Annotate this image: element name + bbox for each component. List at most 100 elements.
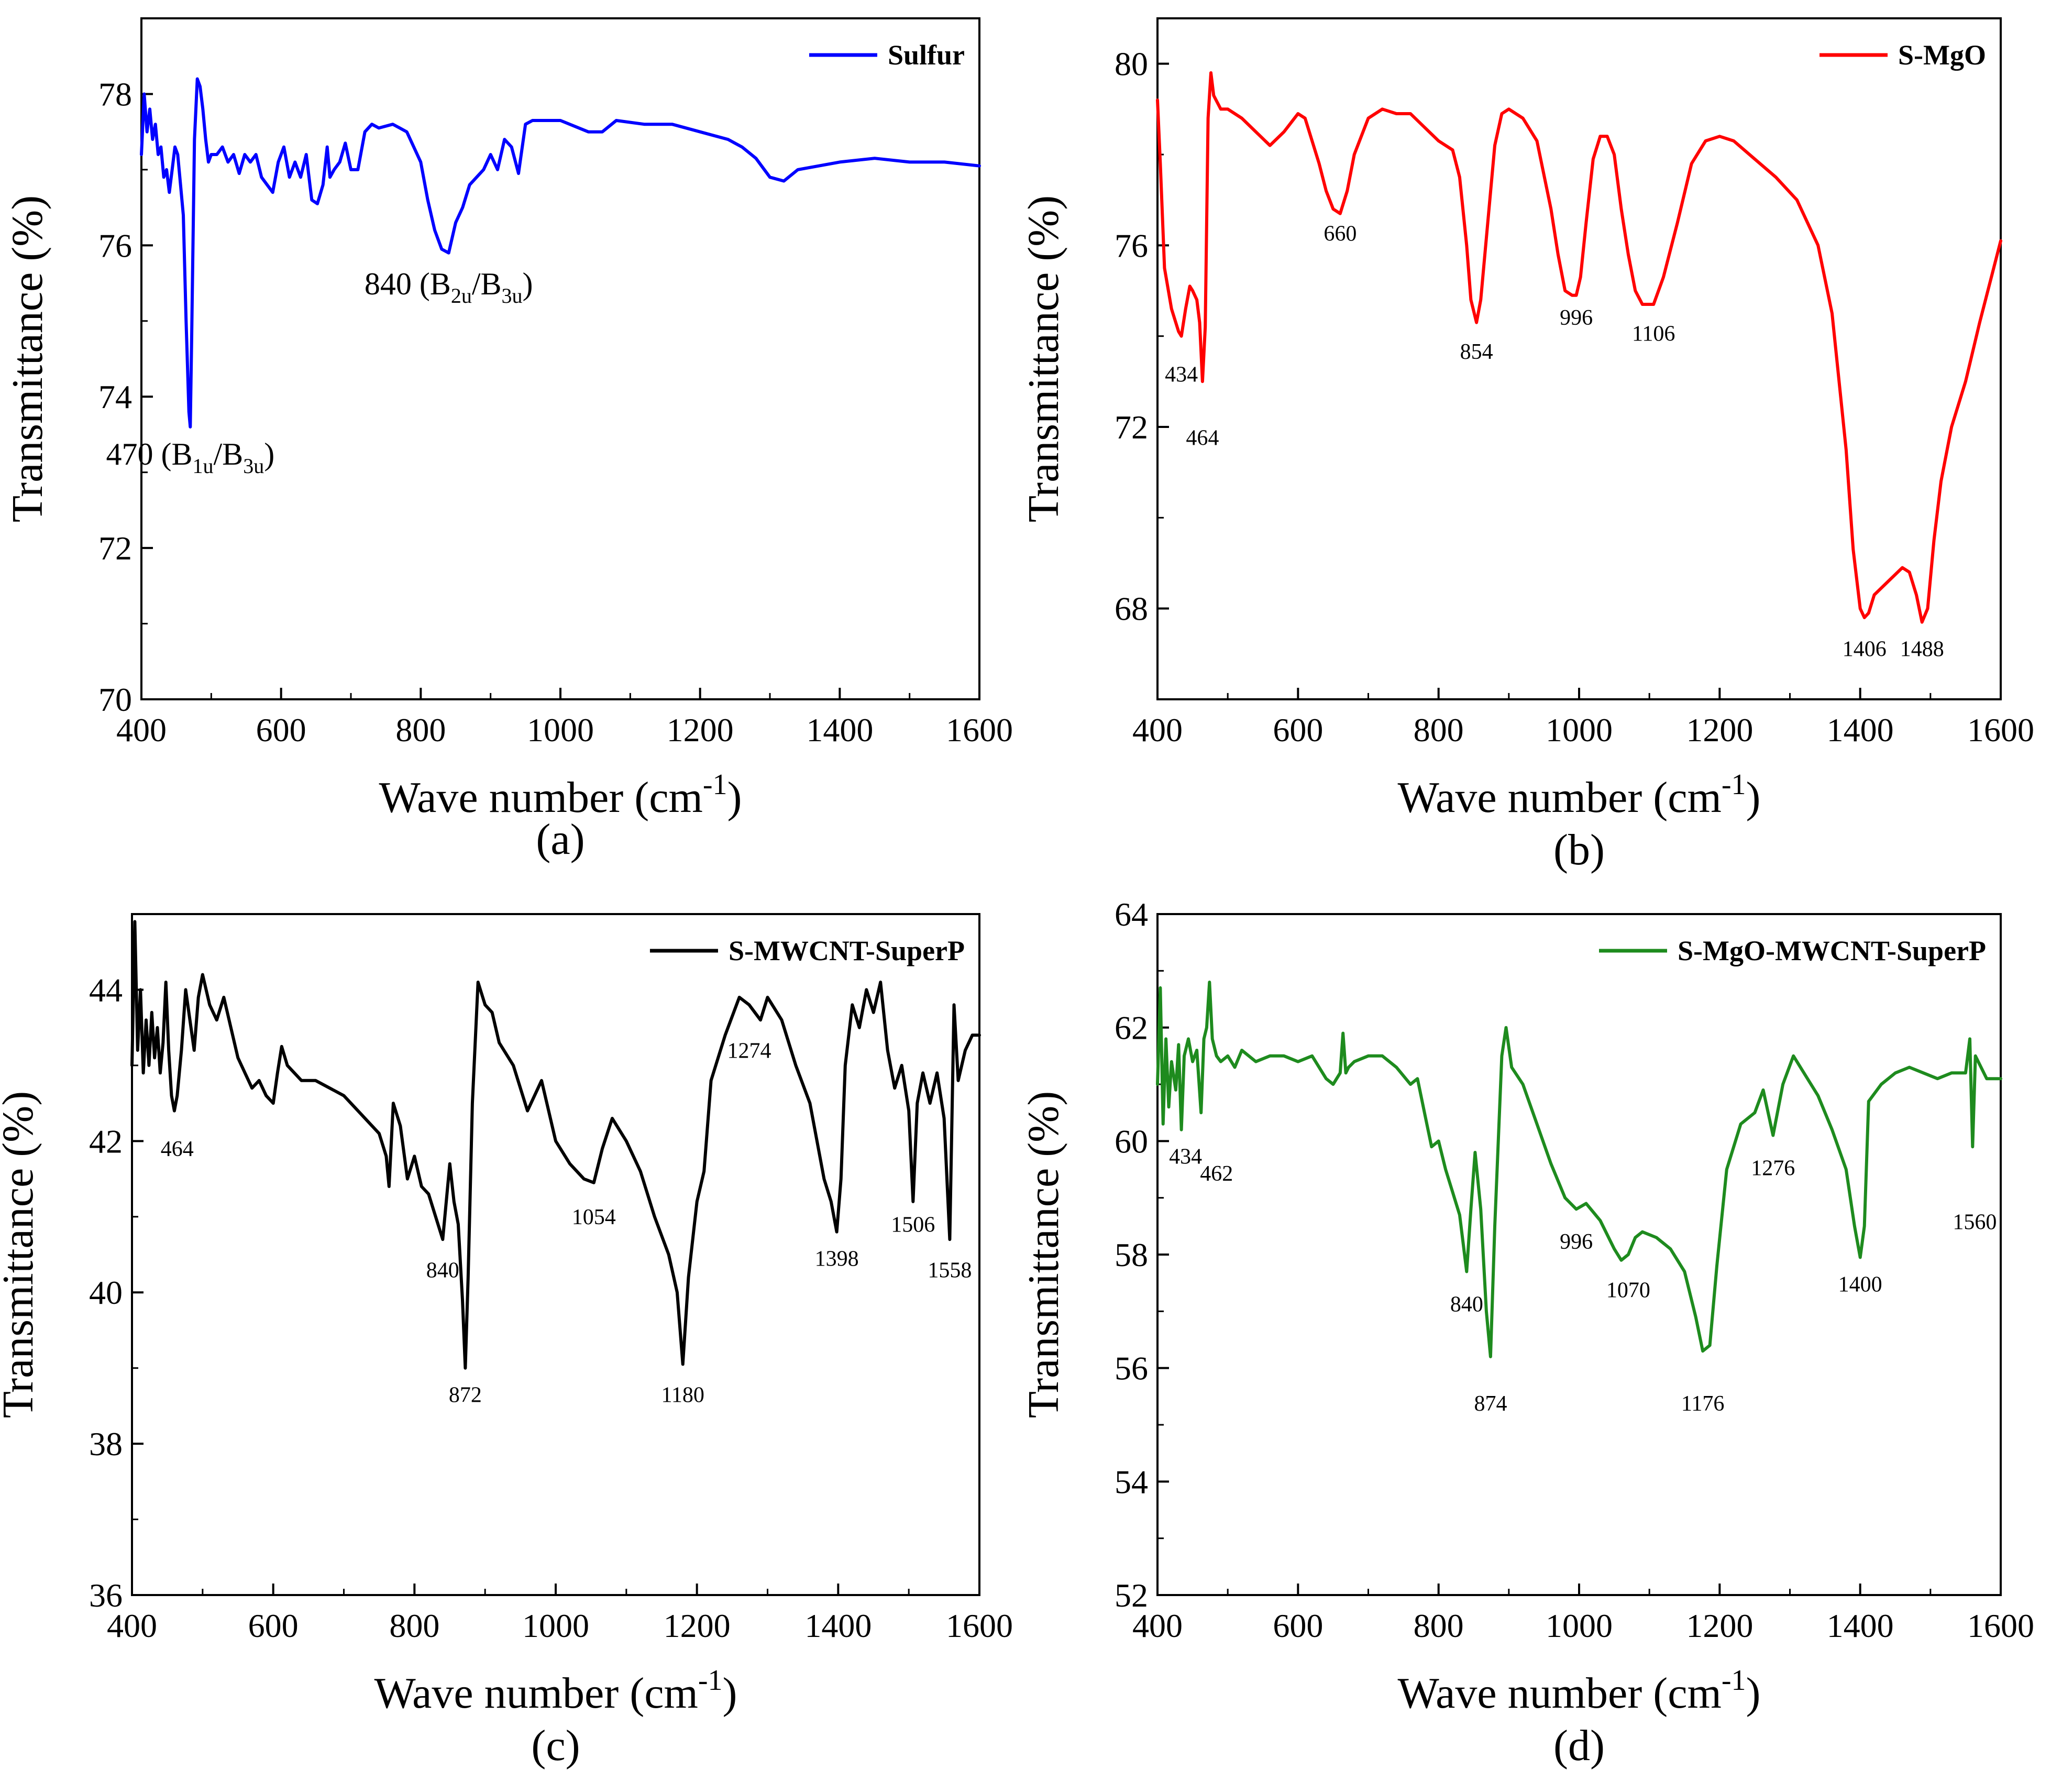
- legend-label: Sulfur: [888, 39, 965, 71]
- x-tick-label: 1400: [1827, 711, 1894, 749]
- peak-label: 1176: [1681, 1392, 1724, 1416]
- x-axis-label-close: ): [727, 773, 742, 822]
- peak-label: 840: [1450, 1292, 1483, 1316]
- peak-label: 1106: [1632, 322, 1675, 346]
- x-axis-label: Wave number (cm-1): [1398, 768, 1761, 822]
- peak-label: 1398: [815, 1247, 859, 1271]
- x-axis-label-close: ): [722, 1669, 737, 1718]
- y-axis-label: Transmittance (%): [1019, 195, 1068, 522]
- x-tick-label: 1400: [804, 1607, 872, 1644]
- panel-caption: (a): [536, 815, 585, 864]
- peak-assignment-part: ): [523, 267, 533, 301]
- peak-label: 996: [1560, 1230, 1593, 1254]
- peak-label: 996: [1560, 306, 1593, 330]
- x-tick-label: 1200: [1686, 711, 1753, 749]
- peak-label: 434: [1169, 1145, 1202, 1169]
- x-tick-label: 800: [1414, 1607, 1464, 1644]
- peak-label: 1506: [891, 1213, 935, 1237]
- x-tick-label: 600: [248, 1607, 299, 1644]
- x-axis-label: Wave number (cm-1): [374, 1664, 737, 1718]
- panel-caption: (d): [1553, 1721, 1605, 1770]
- peak-label: 1276: [1751, 1156, 1795, 1180]
- y-axis-label: Transmittance (%): [0, 1091, 42, 1418]
- panel-b: 400 600 800 1000 1200 1400 1600 68 72 76 80 Wave nu…: [1019, 17, 2034, 874]
- x-tick-label: 1200: [1686, 1607, 1753, 1644]
- y-axis-label: Transmittance (%): [1019, 1091, 1068, 1418]
- y-tick-label: 44: [89, 971, 123, 1008]
- x-tick-label: 600: [1273, 711, 1323, 749]
- x-axis-label-close: ): [1746, 1669, 1760, 1718]
- panel-d: 400 600 800 1000 1200 1400 1600 52 54 56 58 60 62 64 W…: [1019, 896, 2034, 1770]
- y-tick-label: 64: [1115, 896, 1148, 933]
- panel-c: 400 600 800 1000 1200 1400 1600 36 38 40 42 44 Wave …: [0, 913, 1013, 1770]
- peak-label: 874: [1474, 1392, 1507, 1416]
- peak-assignment-part: 840 (B: [365, 267, 451, 301]
- peak-assignment-part: 3u: [502, 284, 523, 307]
- panel-caption: (b): [1553, 826, 1605, 874]
- x-tick-label: 400: [107, 1607, 157, 1644]
- legend-label: S-MgO-MWCNT-SuperP: [1678, 935, 1986, 966]
- x-tick-label: 800: [389, 1607, 439, 1644]
- y-tick-label: 72: [98, 530, 132, 567]
- peak-label: 660: [1324, 222, 1357, 246]
- peak-label: 1560: [1953, 1210, 1997, 1234]
- peak-label: 1406: [1843, 637, 1887, 662]
- x-axis-label-sup: -1: [703, 768, 727, 801]
- y-axis-label: Transmittance (%): [3, 195, 52, 522]
- y-tick-label: 36: [89, 1577, 123, 1614]
- y-tick-label: 80: [1115, 46, 1148, 83]
- y-tick-label: 72: [1115, 409, 1148, 446]
- peak-label: 1488: [1900, 637, 1944, 662]
- y-tick-label: 52: [1115, 1577, 1148, 1614]
- peak-label: 464: [1186, 426, 1219, 450]
- peak-assignment-part: 2u: [451, 284, 472, 307]
- y-tick-label: 62: [1115, 1009, 1148, 1047]
- x-tick-label: 600: [256, 711, 306, 749]
- x-axis-label-sup: -1: [1722, 768, 1746, 801]
- peak-label: 462: [1200, 1162, 1233, 1186]
- x-tick-label: 400: [1132, 711, 1183, 749]
- legend-label: S-MgO: [1898, 39, 1986, 71]
- peak-label: 1400: [1838, 1272, 1882, 1296]
- x-axis-label-sup: -1: [698, 1664, 723, 1697]
- x-tick-label: 600: [1273, 1607, 1323, 1644]
- y-tick-label: 56: [1115, 1350, 1148, 1387]
- x-axis-label-text: Wave number (cm: [1398, 773, 1722, 822]
- x-axis-label: Wave number (cm-1): [1398, 1664, 1761, 1718]
- x-tick-label: 800: [1414, 711, 1464, 749]
- y-tick-label: 42: [89, 1123, 123, 1160]
- series-line-d: [1156, 981, 2002, 1358]
- peak-assignment-part: 470 (B: [106, 437, 192, 471]
- x-tick-label: 1000: [1546, 1607, 1613, 1644]
- y-tick-label: 54: [1115, 1463, 1148, 1500]
- peak-label: 872: [449, 1383, 482, 1408]
- y-tick-label: 68: [1115, 590, 1148, 628]
- x-tick-label: 1600: [1967, 1607, 2034, 1644]
- series-line-c: [130, 920, 981, 1370]
- plot-frame: [1156, 913, 2002, 1596]
- x-tick-label: 400: [1132, 1607, 1183, 1644]
- peak-label: 464: [161, 1137, 194, 1161]
- peak-assignment-part: ): [264, 437, 274, 471]
- peak-label: 1558: [928, 1258, 972, 1282]
- x-tick-label: 1400: [806, 711, 873, 749]
- x-tick-label: 1200: [667, 711, 734, 749]
- peak-label: 1054: [572, 1205, 616, 1229]
- x-axis-label-close: ): [1746, 773, 1760, 822]
- y-tick-label: 76: [1115, 227, 1148, 264]
- x-axis-label-sup: -1: [1722, 1664, 1746, 1697]
- series-line-b: [1156, 71, 2002, 624]
- x-tick-label: 1600: [946, 1607, 1013, 1644]
- series-line-a: [140, 77, 981, 428]
- x-tick-label: 400: [116, 711, 167, 749]
- x-axis-label: Wave number (cm-1): [379, 768, 742, 822]
- y-tick-label: 70: [98, 681, 132, 718]
- x-tick-label: 800: [395, 711, 446, 749]
- x-tick-label: 1000: [522, 1607, 589, 1644]
- x-axis-label-text: Wave number (cm: [374, 1669, 698, 1718]
- x-tick-label: 1400: [1827, 1607, 1894, 1644]
- y-tick-label: 60: [1115, 1123, 1148, 1160]
- peak-assignment-label: 840 (B2u/B3u): [365, 267, 533, 307]
- x-axis-label-text: Wave number (cm: [379, 773, 703, 822]
